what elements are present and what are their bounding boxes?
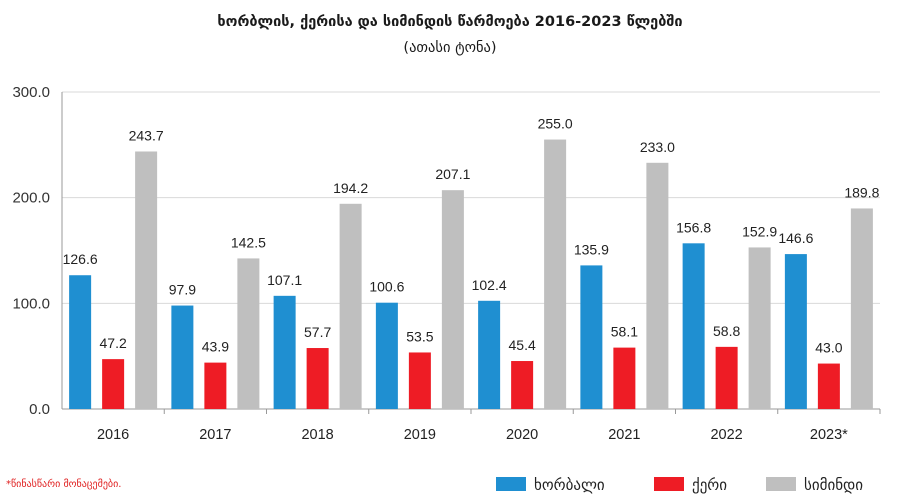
legend-swatch <box>766 477 796 491</box>
bar <box>204 362 227 409</box>
data-label: 107.1 <box>267 272 302 288</box>
data-label: 97.9 <box>169 282 196 298</box>
data-label: 142.5 <box>231 234 266 250</box>
bar <box>544 139 567 410</box>
data-label: 100.6 <box>369 279 404 295</box>
legend: ხორბალი ქერი სიმინდი <box>496 476 863 494</box>
bar <box>171 305 194 409</box>
y-tick-label: 300.0 <box>12 84 50 101</box>
bar <box>441 190 464 409</box>
data-label: 45.4 <box>509 337 536 353</box>
data-label: 146.6 <box>778 230 813 246</box>
data-label: 43.0 <box>815 340 842 356</box>
bar <box>306 348 329 409</box>
bars <box>69 139 873 410</box>
legend-label: სიმინდი <box>804 476 863 494</box>
bar <box>478 300 501 409</box>
bar <box>69 275 92 409</box>
footnote: *წინასწარი მონაცემები. <box>6 478 121 490</box>
y-tick-label: 200.0 <box>12 190 50 207</box>
data-label: 102.4 <box>472 277 507 293</box>
bar <box>748 247 771 409</box>
data-label: 189.8 <box>844 184 879 200</box>
bar <box>682 243 705 409</box>
data-label: 243.7 <box>129 127 164 143</box>
bar <box>339 203 362 409</box>
y-tick-label: 100.0 <box>12 295 50 312</box>
data-label: 152.9 <box>742 223 777 239</box>
legend-label: ქერი <box>692 476 727 494</box>
data-label: 53.5 <box>406 328 433 344</box>
bar <box>646 162 669 409</box>
bar <box>237 258 260 409</box>
x-axis: 2016 2017 2018 2019 2020 2021 2022 2023* <box>97 409 881 443</box>
bar <box>613 347 636 409</box>
data-label: 58.8 <box>713 323 740 339</box>
data-label: 43.9 <box>202 339 229 355</box>
legend-swatch <box>654 477 684 491</box>
x-tick-label: 2016 <box>97 427 129 443</box>
x-tick-label: 2017 <box>199 427 231 443</box>
bar <box>273 295 296 409</box>
x-tick-label: 2020 <box>506 427 538 443</box>
bar <box>580 265 603 409</box>
data-label: 47.2 <box>100 335 127 351</box>
data-label: 194.2 <box>333 180 368 196</box>
y-tick-label: 0.0 <box>29 401 50 418</box>
data-label: 58.1 <box>611 324 638 340</box>
x-tick-label: 2019 <box>404 427 436 443</box>
bar <box>817 363 840 409</box>
data-label: 57.7 <box>304 324 331 340</box>
legend-swatch <box>496 477 526 491</box>
bar <box>511 361 534 409</box>
chart-title: ხორბლის, ქერისა და სიმინდის წარმოება 201… <box>217 14 682 30</box>
x-tick-label: 2018 <box>301 427 333 443</box>
data-label: 207.1 <box>435 166 470 182</box>
gridlines <box>62 91 880 304</box>
bar <box>102 359 125 409</box>
data-label: 156.8 <box>676 219 711 235</box>
data-label: 255.0 <box>538 116 573 132</box>
legend-label: ხორბალი <box>534 476 605 494</box>
data-label: 126.6 <box>63 251 98 267</box>
chart-subtitle: (ათასი ტონა) <box>403 40 496 56</box>
x-tick-label: 2022 <box>710 427 742 443</box>
data-labels: 126.6 47.2 243.7 97.9 43.9 142.5 107.1 57.7 194.… <box>63 116 880 356</box>
bar <box>375 302 398 409</box>
bar <box>784 254 807 409</box>
bar <box>408 352 431 409</box>
x-tick-label: 2023* <box>810 427 848 443</box>
data-label: 135.9 <box>574 241 609 257</box>
bar <box>715 346 738 409</box>
bar <box>850 208 873 409</box>
x-tick-label: 2021 <box>608 427 640 443</box>
data-label: 233.0 <box>640 139 675 155</box>
bar <box>135 151 158 409</box>
